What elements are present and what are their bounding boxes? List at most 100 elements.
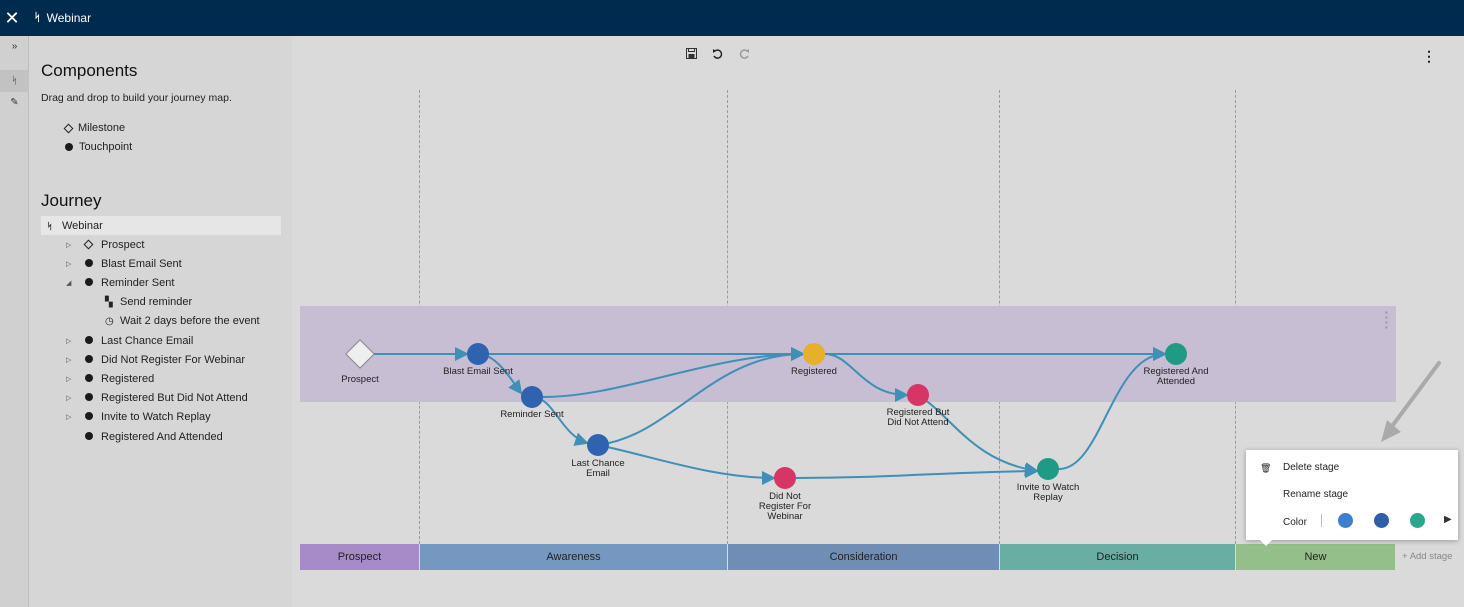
node-lastchance[interactable]	[587, 434, 609, 456]
menu-pointer	[1260, 540, 1272, 546]
component-label: Milestone	[78, 122, 126, 134]
tree-label: Wait 2 days before the event	[120, 315, 260, 328]
journey-icon: ᛋ	[47, 220, 53, 231]
tree-item[interactable]: ▷ Registered But Did Not Attend	[41, 389, 281, 408]
rename-stage-button[interactable]: Rename stage	[1283, 489, 1349, 500]
sidebar: Components Drag and drop to build your j…	[29, 36, 292, 607]
color-swatch[interactable]	[1410, 513, 1425, 528]
stage-consideration[interactable]: Consideration	[728, 544, 999, 570]
tree-item[interactable]: ▷ Invite to Watch Replay	[41, 408, 281, 427]
node-label: Reminder Sent	[500, 409, 564, 420]
color-swatch[interactable]	[1338, 513, 1353, 528]
component-label: Touchpoint	[79, 141, 133, 153]
node-attended[interactable]	[1165, 343, 1187, 365]
tree-item[interactable]: ◷ Wait 2 days before the event	[41, 312, 281, 331]
expand-caret-icon[interactable]: ◢	[66, 279, 72, 287]
expand-caret-icon[interactable]: ▷	[66, 395, 72, 403]
node-reminder[interactable]	[521, 386, 543, 408]
more-colors-icon[interactable]: ▶	[1444, 514, 1452, 525]
page-title: Webinar	[46, 11, 92, 25]
components-hint: Drag and drop to build your journey map.	[41, 92, 232, 104]
message-icon: ▚	[105, 296, 113, 308]
flow-edge[interactable]	[597, 444, 776, 485]
node-prospect[interactable]	[345, 339, 375, 369]
delete-stage-button[interactable]: Delete stage	[1283, 462, 1340, 473]
dot-icon	[85, 354, 93, 363]
hint-arrow	[1381, 361, 1441, 442]
expand-caret-icon[interactable]: ▷	[66, 337, 72, 345]
color-swatch[interactable]	[1374, 513, 1389, 528]
flow-edge[interactable]	[824, 353, 909, 402]
node-rbdna[interactable]	[907, 384, 929, 406]
tree-label: Registered But Did Not Attend	[101, 392, 248, 405]
node-invite[interactable]	[1037, 458, 1059, 480]
flow-edge[interactable]	[597, 347, 805, 446]
tree-item[interactable]: ▚ Send reminder	[41, 293, 281, 312]
components-title: Components	[41, 61, 138, 80]
node-label: Last Chance Email	[571, 458, 625, 479]
dot-icon	[85, 277, 93, 286]
flow-edge[interactable]	[542, 347, 805, 398]
tree-root-webinar[interactable]: ᛋ Webinar	[41, 216, 281, 235]
dot-icon	[65, 143, 73, 151]
tree-item[interactable]: ▷ Prospect	[41, 235, 281, 254]
trash-icon: 🗑	[1260, 463, 1272, 473]
expand-caret-icon[interactable]: ▷	[66, 375, 72, 383]
tree-label: Blast Email Sent	[101, 257, 182, 270]
node-label: Blast Email Sent	[443, 366, 513, 377]
add-stage-button[interactable]: + Add stage	[1402, 551, 1453, 562]
top-bar: ✕ ᛋ Webinar	[0, 0, 1464, 36]
journey-flow	[345, 339, 1187, 489]
clock-icon: ◷	[105, 315, 114, 327]
stage-decision[interactable]: Decision	[1000, 544, 1235, 570]
color-label: Color	[1283, 517, 1307, 528]
tree-item[interactable]: ▷ Last Chance Email	[41, 331, 281, 350]
tree-item[interactable]: ▷ Blast Email Sent	[41, 254, 281, 273]
dot-icon	[85, 431, 93, 440]
flow-edge[interactable]	[917, 394, 1039, 477]
redo-icon[interactable]	[738, 48, 750, 63]
component-milestone[interactable]: Milestone	[63, 122, 126, 134]
diamond-icon	[83, 239, 94, 249]
node-blast[interactable]	[467, 343, 489, 365]
component-touchpoint[interactable]: Touchpoint	[65, 141, 132, 153]
expand-caret-icon[interactable]: ▷	[66, 260, 72, 268]
tree-item[interactable]: ▷ Registered	[41, 369, 281, 388]
edit-icon[interactable]: ✎	[10, 96, 19, 108]
expand-icon[interactable]: »	[11, 40, 18, 52]
save-icon[interactable]	[686, 48, 697, 62]
tree-item[interactable]: ◢ Reminder Sent	[41, 273, 281, 292]
expand-caret-icon[interactable]: ▷	[66, 414, 72, 422]
tree-label: Prospect	[101, 238, 145, 251]
journey-icon: ᛋ	[34, 12, 41, 24]
lane-resize-handle[interactable]: ▪ ▪ ▪ ▪	[1385, 308, 1388, 332]
kebab-icon[interactable]: ⋮	[1422, 48, 1436, 64]
close-icon[interactable]: ✕	[4, 7, 20, 28]
expand-caret-icon[interactable]: ▷	[66, 241, 72, 249]
expand-caret-icon[interactable]: ▷	[66, 356, 72, 364]
undo-icon[interactable]	[712, 48, 724, 63]
stage-context-menu: 🗑 Delete stage Rename stage Color ▶	[1246, 450, 1458, 546]
flow-edge[interactable]	[795, 464, 1039, 479]
stage-awareness[interactable]: Awareness	[420, 544, 727, 570]
journey-title: Journey	[41, 191, 102, 210]
stage-new[interactable]: New	[1236, 544, 1395, 570]
tree-label: Did Not Register For Webinar	[101, 353, 246, 366]
node-registered[interactable]	[803, 343, 825, 365]
diamond-icon	[63, 123, 74, 133]
stage-prospect[interactable]: Prospect	[300, 544, 419, 570]
dot-icon	[85, 373, 93, 382]
tree-item[interactable]: Registered And Attended	[41, 427, 281, 446]
node-didnot[interactable]	[774, 467, 796, 489]
node-label: Did Not Register For Webinar	[758, 491, 812, 522]
flow-edge[interactable]	[1058, 347, 1167, 470]
tree-label: Invite to Watch Replay	[101, 411, 211, 424]
tree-label: Last Chance Email	[101, 334, 194, 347]
left-rail: » ᛋ ✎	[0, 36, 29, 607]
divider	[1321, 514, 1322, 527]
tree-label: Send reminder	[120, 296, 193, 309]
tree-label: Registered And Attended	[101, 430, 223, 443]
dot-icon	[85, 412, 93, 421]
tree-item[interactable]: ▷ Did Not Register For Webinar	[41, 350, 281, 369]
journey-panel-icon[interactable]: ᛋ	[0, 70, 29, 92]
